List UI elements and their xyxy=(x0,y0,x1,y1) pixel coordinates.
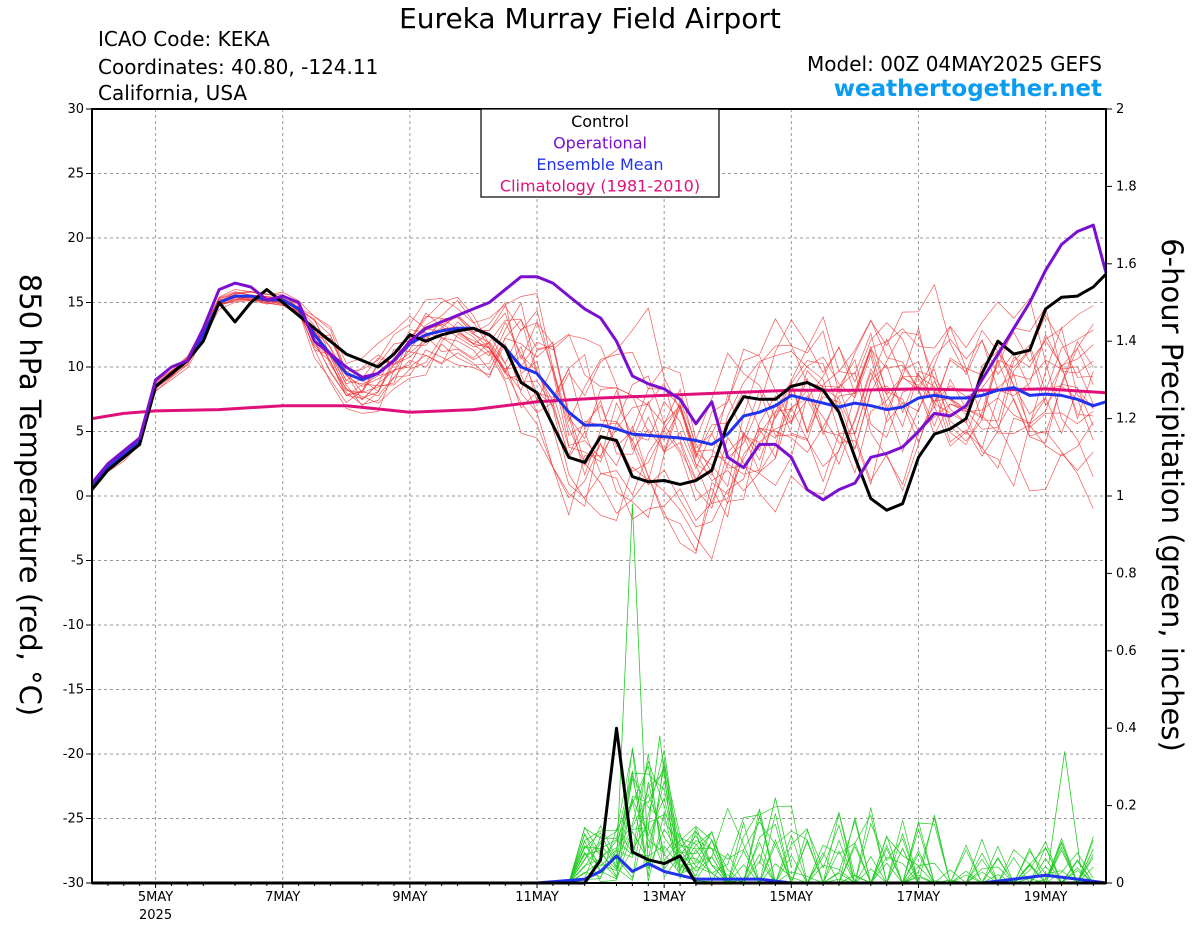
precip-member-spike xyxy=(759,797,792,868)
x-tick-label: 15MAY xyxy=(770,890,814,905)
x-tick-sublabel: 2025 xyxy=(139,908,172,923)
y-left-tick-label: 0 xyxy=(76,489,84,504)
temperature-member-line xyxy=(91,295,1094,488)
series-lines xyxy=(90,223,1108,885)
temperature-member-line xyxy=(91,296,1094,510)
y-left-tick-label: 20 xyxy=(67,231,84,246)
y-right-tick-label: 0.2 xyxy=(1116,799,1137,814)
x-tick-label: 11MAY xyxy=(515,890,559,905)
precip-member-line xyxy=(92,765,1094,885)
y-right-tick-label: 2 xyxy=(1116,102,1124,117)
y-right-tick-label: 1 xyxy=(1116,489,1124,504)
temperature-member-line xyxy=(91,296,1094,518)
precip-member-line xyxy=(92,760,1094,884)
y-right-tick-label: 1.4 xyxy=(1116,334,1137,349)
precip-control-line xyxy=(92,726,1106,885)
y-left-tick-label: 15 xyxy=(67,296,84,311)
y-left-tick-label: 25 xyxy=(67,167,84,182)
y-left-tick-label: 10 xyxy=(67,360,84,375)
y-right-tick-label: 0 xyxy=(1116,876,1124,891)
x-tick-label: 19MAY xyxy=(1024,890,1068,905)
precip-member-line xyxy=(92,747,1094,884)
x-tick-label: 5MAY xyxy=(138,890,173,905)
y-left-tick-label: -25 xyxy=(63,812,84,827)
axes: 302520151050-5-10-15-20-25-3021.81.61.41… xyxy=(63,102,1137,923)
legend-entry: Control xyxy=(571,112,629,131)
legend-box xyxy=(480,108,720,198)
precip-member-spike xyxy=(1048,751,1081,868)
precip-member-line xyxy=(92,749,1094,884)
y-left-tick-label: -5 xyxy=(71,554,84,569)
y-left-tick-label: 30 xyxy=(67,102,84,117)
y-left-tick-label: -30 xyxy=(63,876,84,891)
x-tick-label: 17MAY xyxy=(897,890,941,905)
y-left-tick-label: -15 xyxy=(63,683,84,698)
chart-title: Eureka Murray Field Airport xyxy=(399,2,781,35)
y-right-tick-label: 0.6 xyxy=(1116,644,1137,659)
precip-member-spike xyxy=(643,735,676,868)
temperature-mean-line xyxy=(90,294,1107,487)
temperature-operational-line xyxy=(90,223,1108,502)
precip-member-spike xyxy=(616,503,649,868)
ensemble-members xyxy=(91,283,1094,885)
legend-entry: Ensemble Mean xyxy=(536,155,663,174)
icao-code: ICAO Code: KEKA xyxy=(98,27,270,51)
temperature-member-line xyxy=(91,298,1094,552)
x-tick-label: 7MAY xyxy=(265,890,300,905)
precip-member-line xyxy=(92,750,1094,884)
grid xyxy=(92,108,1106,884)
y-right-tick-label: 1.6 xyxy=(1116,257,1137,272)
coordinates: Coordinates: 40.80, -124.11 xyxy=(98,55,379,79)
legend: Control Operational Ensemble Mean Climatolo… xyxy=(480,108,720,198)
climatology-line xyxy=(91,387,1107,421)
y-left-tick-label: 5 xyxy=(76,425,84,440)
website-link[interactable]: weathertogether.net xyxy=(833,76,1102,102)
legend-entry: Climatology (1981-2010) xyxy=(500,177,700,196)
y-left-tick-label: -10 xyxy=(63,618,84,633)
temperature-member-line xyxy=(91,291,1094,519)
temperature-member-line xyxy=(91,296,1094,517)
region: California, USA xyxy=(98,81,248,105)
y-right-tick-label: 0.4 xyxy=(1116,721,1137,736)
precip-member-line xyxy=(92,758,1094,884)
precip-member-line xyxy=(92,764,1094,884)
y-right-tick-label: 0.8 xyxy=(1116,566,1137,581)
temperature-member-line xyxy=(91,298,1094,488)
x-tick-label: 9MAY xyxy=(392,890,427,905)
temperature-control-line xyxy=(90,273,1108,512)
x-tick-label: 13MAY xyxy=(642,890,686,905)
legend-entry: Operational xyxy=(553,134,647,153)
y-left-tick-label: -20 xyxy=(63,747,84,762)
y-right-tick-label: 1.8 xyxy=(1116,179,1137,194)
precip-member-line xyxy=(92,764,1094,885)
y-right-tick-label: 1.2 xyxy=(1116,412,1137,427)
model-run: Model: 00Z 04MAY2025 GEFS xyxy=(807,52,1102,76)
